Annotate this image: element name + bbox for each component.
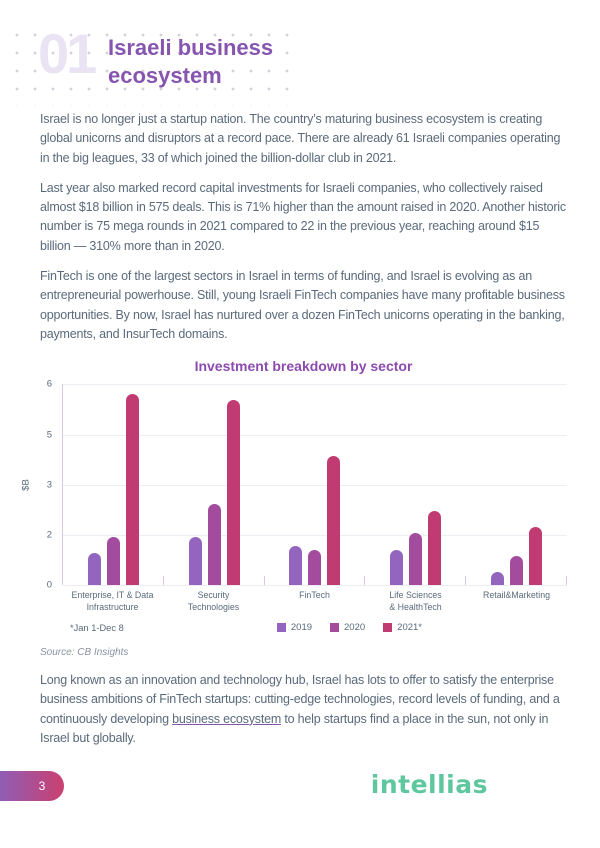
x-axis-labels: Enterprise, IT & Data Infrastructure Secu… <box>62 590 567 613</box>
bar-2019-group2 <box>188 536 202 586</box>
x-category-label: Enterprise, IT & Data Infrastructure <box>71 590 154 612</box>
page-content: Israel is no longer just a startup natio… <box>21 110 567 759</box>
y-axis-title: $B <box>20 478 32 491</box>
y-tick-label: 2 <box>46 529 52 541</box>
bar-group <box>466 384 567 586</box>
dots-pattern <box>8 26 292 106</box>
plot-wrap: $B 6 5 3 2 0 <box>21 379 567 591</box>
page-title: Israeli business ecosystem <box>108 34 273 89</box>
gridline <box>63 484 567 486</box>
y-axis-ticks: 6 5 3 2 0 <box>40 379 56 591</box>
bar-2020-group3 <box>308 549 322 586</box>
paragraph-4-text-after: to help startups find a place in the sun… <box>40 711 549 745</box>
bar-2020-group4 <box>409 533 423 586</box>
y-tick-label: 6 <box>46 378 52 390</box>
chart-legend: 2019 2020 2021* <box>276 622 422 634</box>
intellias-logo: intellias <box>370 770 488 799</box>
y-tick-label: 5 <box>46 429 52 441</box>
legend-label: 2020 <box>344 622 366 634</box>
y-tick-label: 0 <box>46 579 52 591</box>
section-header: 01 Israeli business ecosystem <box>0 0 600 110</box>
bar-2019-group5 <box>491 572 505 586</box>
plot-area <box>62 384 567 587</box>
y-tick-label: 3 <box>46 479 52 491</box>
x-category-label: FinTech <box>299 590 330 601</box>
paragraph-4: Long known as an innovation and technolo… <box>40 671 567 748</box>
bar-2019-group1 <box>87 552 101 586</box>
x-category-label: Security Technologies <box>187 590 240 612</box>
legend-item-2021: 2021* <box>383 622 422 633</box>
bar-group <box>164 384 265 586</box>
page-number-badge: 3 <box>0 771 64 801</box>
bar-2021-group4 <box>428 510 442 586</box>
bar-2021-group1 <box>125 394 139 586</box>
paragraph-3: FinTech is one of the largest sectors in… <box>40 269 565 341</box>
legend-item-2020: 2020 <box>330 622 365 633</box>
bar-group <box>63 384 164 586</box>
business-ecosystem-link[interactable]: business ecosystem <box>172 711 282 726</box>
paragraph-2: Last year also marked record capital inv… <box>40 180 566 253</box>
page-title-line2: ecosystem <box>108 62 222 88</box>
bar-group <box>265 384 366 586</box>
legend-swatch-icon <box>330 623 340 633</box>
bar-2019-group4 <box>390 549 404 586</box>
section-number: 01 <box>38 22 97 85</box>
legend-swatch-icon <box>383 623 393 633</box>
bar-2021-group5 <box>529 526 543 586</box>
gridline <box>63 585 567 587</box>
bar-2021-group3 <box>327 455 341 586</box>
gridline <box>63 434 567 436</box>
bar-2020-group2 <box>207 504 221 586</box>
legend-label: 2021* <box>397 622 422 634</box>
paragraph-1: Israel is no longer just a startup natio… <box>40 112 561 165</box>
chart-footnote: *Jan 1-Dec 8 <box>70 622 124 633</box>
legend-swatch-icon <box>276 623 286 633</box>
bar-2019-group3 <box>289 546 303 586</box>
bar-2020-group5 <box>510 556 524 586</box>
legend-label: 2019 <box>290 622 313 634</box>
gridline <box>63 535 567 537</box>
gridline <box>63 384 567 386</box>
bar-group <box>365 384 466 586</box>
x-category-label: Life Sciences & HealthTech <box>389 590 442 612</box>
chart-source: Source: CB Insights <box>40 647 129 659</box>
bar-2021-group2 <box>226 400 240 586</box>
paragraph-4-text-before: Long known as an innovation and technolo… <box>40 673 560 726</box>
bar-2020-group1 <box>106 536 120 586</box>
x-category-label: Retail&Marketing <box>483 590 550 601</box>
legend-item-2019: 2019 <box>276 622 313 634</box>
chart-title: Investment breakdown by sector <box>194 358 413 375</box>
page-number: 3 <box>38 779 46 793</box>
legend-row: *Jan 1-Dec 8 2019 2020 2021* <box>62 622 567 633</box>
page-title-line1: Israeli business <box>108 35 274 60</box>
